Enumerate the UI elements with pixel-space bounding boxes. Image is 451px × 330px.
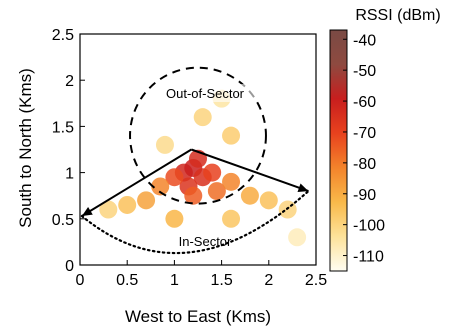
colorbar [329, 29, 348, 272]
in-sector-arc [80, 189, 310, 255]
x-tick-label: 1 [170, 272, 179, 289]
out-of-sector-label-bg [157, 84, 255, 102]
rssi-point [155, 135, 174, 154]
x-tick-label: 2 [264, 272, 273, 289]
rssi-point [222, 172, 241, 191]
rssi-point [203, 163, 222, 182]
sector-boundary-right [191, 148, 309, 193]
arrowhead-right-icon [297, 183, 309, 192]
colorbar-tick-label: -50 [353, 63, 376, 80]
y-tick-label: 2.5 [52, 27, 74, 44]
x-tick-label: 0.5 [116, 272, 138, 289]
rssi-point [222, 209, 241, 228]
rssi-point [222, 126, 241, 145]
y-tick-label: 0 [65, 258, 74, 275]
rssi-point [118, 195, 137, 214]
rssi-data-layer [99, 89, 307, 247]
colorbar-tick-label: -90 [353, 187, 376, 204]
y-tick-label: 2 [65, 73, 74, 90]
arrowhead-left-icon [81, 206, 93, 217]
colorbar-ticks: -40 -50 -60 -70 -80 -90 -100 -110 [343, 32, 385, 266]
colorbar-title: RSSI (dBm) [355, 7, 440, 24]
tick-layer: 0 0.5 1 1.5 2 2.5 0 0.5 1 1.5 2 2.5 [52, 27, 327, 289]
colorbar-tick-label: -60 [353, 94, 376, 111]
rssi-point [240, 186, 259, 205]
x-tick-label: 0 [76, 272, 85, 289]
sector-boundary-left [81, 148, 192, 217]
rssi-point [151, 177, 170, 196]
y-tick-label: 1.5 [52, 119, 74, 136]
rssi-point [137, 191, 156, 210]
colorbar-tick-label: -100 [353, 218, 385, 235]
y-axis-label: South to North (Kms) [16, 68, 35, 228]
colorbar-tick-label: -110 [353, 249, 384, 266]
rssi-point [165, 168, 184, 187]
x-tick-label: 2.5 [305, 272, 327, 289]
rssi-point [207, 182, 226, 201]
colorbar-tick-label: -40 [353, 32, 376, 49]
sector-overlay [80, 66, 310, 255]
y-tick-label: 0.5 [52, 212, 74, 229]
colorbar-tick-label: -80 [353, 156, 376, 173]
out-of-sector-label: Out-of-Sector [166, 86, 245, 101]
out-of-sector-circle [129, 66, 267, 205]
rssi-point [99, 200, 118, 219]
in-sector-label: In-Sector [179, 234, 232, 249]
rssi-point [184, 186, 203, 205]
rssi-point [259, 191, 278, 210]
rssi-point [193, 108, 212, 127]
plot-frame [79, 33, 317, 266]
rssi-point [288, 228, 307, 247]
rssi-point [165, 209, 184, 228]
y-tick-label: 1 [65, 166, 74, 183]
x-tick-label: 1.5 [210, 272, 232, 289]
colorbar-tick-label: -70 [353, 125, 376, 142]
x-axis-label: West to East (Kms) [125, 307, 271, 326]
